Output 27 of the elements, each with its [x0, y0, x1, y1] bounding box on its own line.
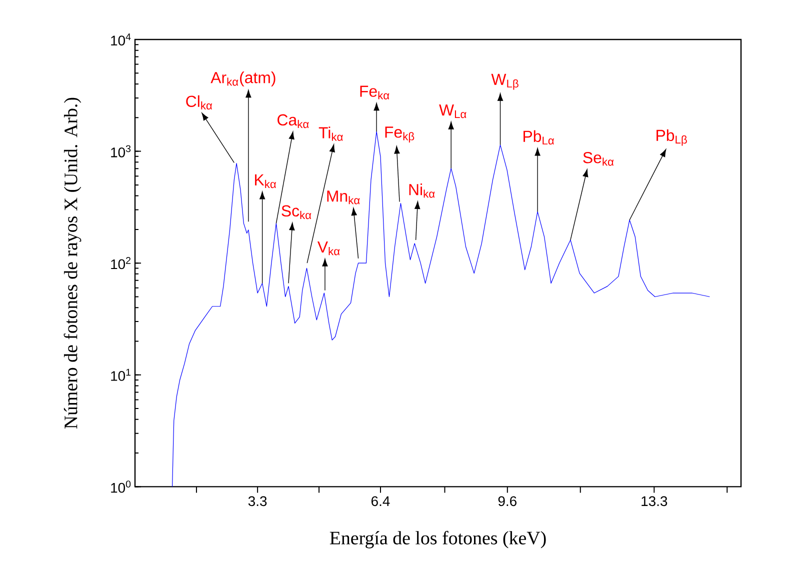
y-tick-label: 10$^{4}$ — [111, 33, 131, 46]
y-tick-label: 10$^{1}$ — [111, 368, 131, 381]
annotation: Cl$_{kα}$ — [186, 95, 212, 110]
annotation: W$_{Lα}$ — [439, 104, 466, 118]
annotation: Ni$_{kα}$ — [409, 184, 435, 198]
annotation: W$_{Lβ}$ — [491, 74, 518, 90]
annotation: Ca$_{kα}$ — [278, 114, 309, 128]
annotation: Se$_{kα}$ — [583, 152, 614, 166]
x-tick-label: 9.6 — [498, 496, 516, 506]
annotation: Fe$_{kβ}$ — [385, 126, 414, 143]
x-axis-title: Energía de los fotones (keV) — [330, 530, 546, 548]
y-axis-title: Número de fotones de rayos X (Unid. Arb.) — [64, 98, 82, 429]
y-tick-label: 10$^{2}$ — [111, 257, 130, 270]
annotation: Fe$_{kα}$ — [360, 86, 390, 100]
annotation: Mn$_{kα}$ — [327, 190, 360, 204]
x-tick-label: 3.3 — [248, 496, 267, 506]
annotation: Pb$_{Lα}$ — [524, 130, 554, 145]
annotation: K$_{kα}$ — [255, 174, 276, 188]
y-tick-label: 10$^{0}$ — [111, 480, 131, 493]
annotation: Pb$_{Lβ}$ — [656, 129, 687, 146]
annotation: V$_{kα}$ — [317, 242, 340, 256]
y-tick-label: 10$^{3}$ — [111, 145, 131, 158]
x-tick-label: 6.4 — [372, 496, 390, 506]
x-tick-label: 13.3 — [642, 496, 668, 506]
annotation: Ar$_{kα}$(atm) — [210, 72, 276, 86]
annotation: Sc$_{kα}$ — [282, 205, 312, 220]
annotation: Ti$_{kα}$ — [318, 126, 343, 141]
